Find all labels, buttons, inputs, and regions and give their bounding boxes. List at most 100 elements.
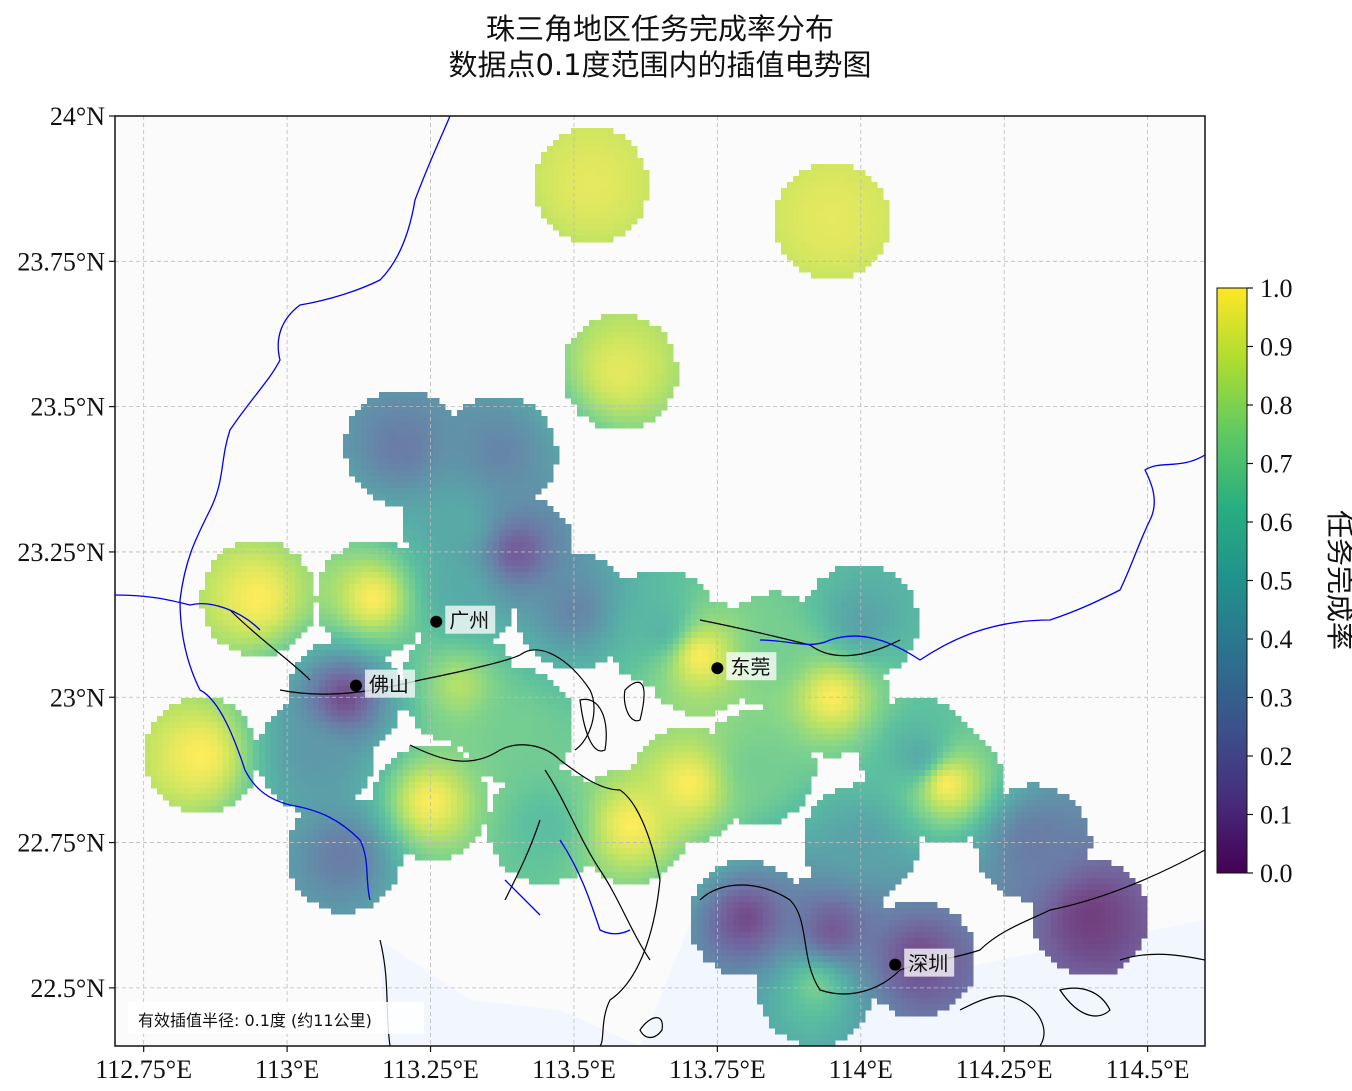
heatmap-cell (799, 206, 806, 213)
heatmap-cell (889, 632, 896, 639)
heatmap-cell (841, 638, 848, 645)
heatmap-cell (721, 632, 728, 639)
heatmap-cell (319, 686, 326, 693)
heatmap-cell (799, 704, 806, 711)
heatmap-cell (661, 656, 668, 663)
heatmap-cell (229, 614, 236, 621)
heatmap-cell (265, 650, 272, 657)
heatmap-cell (817, 722, 824, 729)
heatmap-cell (805, 692, 812, 699)
heatmap-cell (661, 644, 668, 651)
heatmap-cell (469, 704, 476, 711)
heatmap-cell (481, 686, 488, 693)
heatmap-cell (217, 614, 224, 621)
heatmap-cell (229, 752, 236, 759)
heatmap-cell (673, 374, 680, 381)
heatmap-cell (871, 668, 878, 675)
heatmap-cell (439, 644, 446, 651)
heatmap-cell (481, 548, 488, 555)
heatmap-cell (541, 632, 548, 639)
heatmap-cell (745, 710, 752, 717)
heatmap-cell (325, 662, 332, 669)
heatmap-cell (385, 494, 392, 501)
heatmap-cell (559, 188, 566, 195)
heatmap-cell (895, 704, 902, 711)
heatmap-cell (349, 434, 356, 441)
heatmap-cell (463, 698, 470, 705)
heatmap-cell (325, 608, 332, 615)
heatmap-cell (433, 560, 440, 567)
heatmap-cell (361, 434, 368, 441)
heatmap-cell (799, 698, 806, 705)
heatmap-cell (385, 446, 392, 453)
heatmap-cell (805, 608, 812, 615)
heatmap-cell (901, 710, 908, 717)
heatmap-cell (553, 614, 560, 621)
heatmap-cell (301, 698, 308, 705)
heatmap-cell (511, 560, 518, 567)
heatmap-cell (475, 710, 482, 717)
heatmap-cell (403, 512, 410, 519)
heatmap-cell (661, 662, 668, 669)
heatmap-cell (559, 746, 566, 753)
heatmap-cell (727, 644, 734, 651)
heatmap-cell (751, 620, 758, 627)
heatmap-cell (259, 590, 266, 597)
heatmap-cell (889, 620, 896, 627)
heatmap-cell (829, 218, 836, 225)
heatmap-cell (667, 662, 674, 669)
heatmap-cell (427, 440, 434, 447)
heatmap-cell (469, 668, 476, 675)
heatmap-cell (355, 476, 362, 483)
heatmap-cell (361, 716, 368, 723)
heatmap-cell (163, 746, 170, 753)
heatmap-cell (523, 464, 530, 471)
heatmap-cell (703, 638, 710, 645)
heatmap-cell (967, 746, 974, 753)
heatmap-cell (487, 554, 494, 561)
heatmap-cell (379, 566, 386, 573)
heatmap-cell (391, 632, 398, 639)
heatmap-cell (265, 644, 272, 651)
heatmap-cell (283, 620, 290, 627)
heatmap-cell (493, 644, 500, 651)
heatmap-cell (619, 620, 626, 627)
heatmap-cell (757, 602, 764, 609)
heatmap-cell (637, 626, 644, 633)
heatmap-cell (697, 650, 704, 657)
heatmap-cell (817, 218, 824, 225)
heatmap-cell (295, 620, 302, 627)
heatmap-cell (805, 206, 812, 213)
heatmap-cell (619, 332, 626, 339)
heatmap-cell (457, 494, 464, 501)
heatmap-cell (391, 716, 398, 723)
heatmap-cell (505, 716, 512, 723)
heatmap-cell (877, 692, 884, 699)
heatmap-cell (199, 698, 206, 705)
heatmap-cell (907, 734, 914, 741)
heatmap-cell (559, 140, 566, 147)
heatmap-cell (541, 518, 548, 525)
heatmap-cell (223, 620, 230, 627)
heatmap-cell (499, 446, 506, 453)
heatmap-cell (811, 194, 818, 201)
heatmap-cell (517, 704, 524, 711)
heatmap-cell (445, 416, 452, 423)
heatmap-cell (637, 170, 644, 177)
heatmap-cell (523, 440, 530, 447)
heatmap-cell (481, 446, 488, 453)
heatmap-cell (829, 728, 836, 735)
heatmap-cell (637, 356, 644, 363)
heatmap-cell (337, 734, 344, 741)
heatmap-cell (409, 584, 416, 591)
heatmap-cell (799, 602, 806, 609)
heatmap-cell (463, 578, 470, 585)
heatmap-cell (277, 632, 284, 639)
heatmap-cell (229, 740, 236, 747)
heatmap-cell (457, 428, 464, 435)
heatmap-cell (523, 668, 530, 675)
heatmap-cell (367, 614, 374, 621)
heatmap-cell (385, 554, 392, 561)
heatmap-cell (403, 518, 410, 525)
heatmap-cell (577, 614, 584, 621)
